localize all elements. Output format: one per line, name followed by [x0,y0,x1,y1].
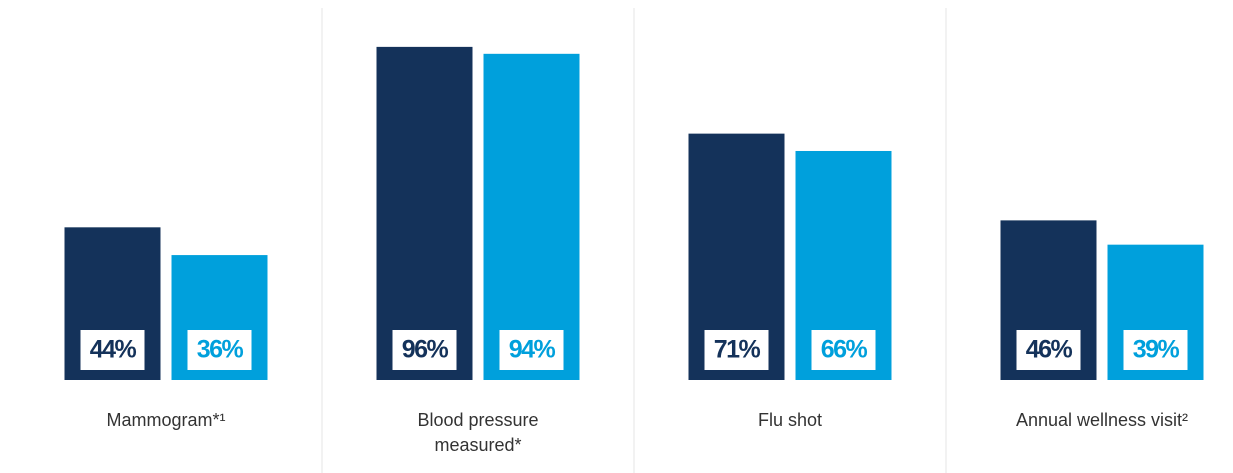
category-label: Flu shot [757,410,823,430]
value-label-box [811,330,876,370]
category-label: Blood pressure measured* [417,410,539,455]
bar [376,46,473,380]
value-label: 71% [714,336,761,364]
value-label: 66% [821,336,868,364]
category-label: Annual wellness visit² [1015,410,1189,430]
value-label-box [704,330,769,370]
value-label-box [1016,330,1081,370]
value-label: 36% [197,336,244,364]
value-label: 96% [402,336,449,364]
value-label: 44% [90,336,137,364]
value-label-box [499,330,564,370]
category-label: Mammogram*¹ [106,410,226,430]
value-label: 94% [509,336,556,364]
value-label-box [1123,330,1188,370]
bar [483,53,580,380]
value-label: 46% [1026,336,1073,364]
value-label-box [392,330,457,370]
value-label: 39% [1133,336,1180,364]
value-label-box [80,330,145,370]
value-label-box [187,330,252,370]
